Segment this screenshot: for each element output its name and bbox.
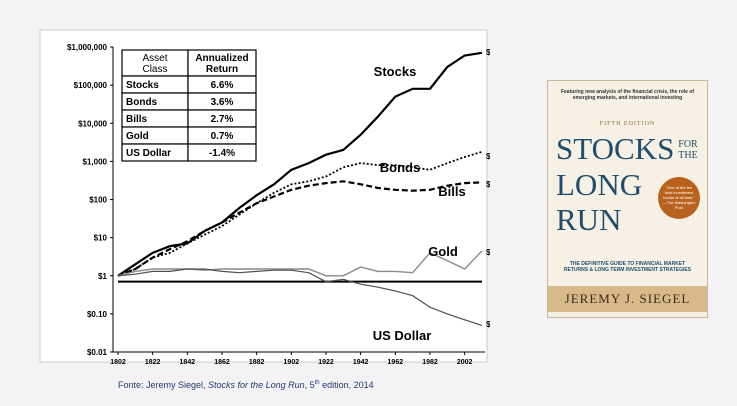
chart: $0.01 $0.10 $1 $10 $100 $1,000 $10,000 $100,000… (39, 29, 490, 366)
source-prefix: Fonte: Jeremy Siegel, (118, 380, 209, 390)
series-line (117, 250, 483, 277)
series-label: Bills (438, 184, 465, 199)
book-title-a: STOCKS (556, 131, 675, 166)
y-tick-label: $0.01 (87, 348, 108, 357)
y-tick-label: $1,000 (83, 157, 108, 166)
end-label: $704,997 (486, 48, 490, 57)
table-cell-text: Bonds (126, 97, 158, 108)
end-label: $0.05 (486, 320, 490, 329)
series-line (117, 268, 483, 326)
x-tick-label: 1882 (249, 359, 265, 366)
table-cell-text: Bills (126, 114, 148, 125)
source-sup: th (314, 380, 320, 386)
source-caption: Fonte: Jeremy Siegel, Stocks for the Lon… (118, 380, 374, 390)
x-tick-label: 1962 (388, 359, 404, 366)
book-title-c: LONG (556, 167, 643, 202)
table-cell-text: 2.7% (211, 114, 234, 125)
table-cell (187, 143, 257, 162)
series-label: Gold (428, 244, 458, 259)
table-header: Annualized Return (195, 53, 248, 75)
x-tick-label: 2002 (457, 359, 473, 366)
book-author: JEREMY J. SIEGEL (548, 286, 707, 312)
source-middle: , 5 (304, 380, 315, 390)
series-line (117, 150, 483, 277)
book-tagline: Featuring new analysis of the financial … (560, 89, 695, 101)
y-tick-label: $10 (94, 234, 108, 243)
x-tick-label: 1842 (180, 359, 196, 366)
table-cell-text: -1.4% (209, 148, 235, 159)
book-edition: FIFTH EDITION (599, 121, 656, 127)
y-tick-label: $100,000 (74, 81, 108, 90)
series-line (117, 180, 483, 277)
end-label: $281 (486, 180, 490, 189)
book-cover: Featuring new analysis of the financial … (547, 80, 708, 318)
chart-panel (39, 29, 488, 363)
table-cell-text: Gold (126, 131, 149, 142)
end-label: $4.52 (486, 248, 490, 257)
y-tick-label: $1,000,000 (67, 43, 108, 52)
table-cell-text: Stocks (126, 80, 159, 91)
series-label: US Dollar (373, 328, 432, 343)
book-badge: "One of the ten best investment books of… (658, 177, 700, 219)
book-title-d: RUN (556, 202, 622, 237)
series-label: Bonds (380, 160, 420, 175)
end-label: $1778 (486, 152, 490, 161)
x-tick-label: 1862 (214, 359, 230, 366)
table-cell-text: US Dollar (126, 148, 171, 159)
book-title-b: FOR THE (678, 139, 698, 161)
source-suffix: edition, 2014 (319, 380, 374, 390)
x-tick-label: 1982 (422, 359, 438, 366)
x-tick-label: 1822 (145, 359, 161, 366)
table-cell-text: 0.7% (211, 131, 234, 142)
x-tick-label: 1802 (110, 359, 126, 366)
y-tick-label: $1 (98, 272, 107, 281)
table-cell (187, 49, 257, 77)
series-label: Stocks (374, 64, 417, 79)
x-tick-label: 1902 (284, 359, 300, 366)
x-tick-label: 1922 (318, 359, 334, 366)
source-title: Stocks for the Long Run (208, 380, 305, 390)
table-cell (121, 49, 189, 77)
y-tick-label: $0.10 (87, 310, 108, 319)
table-header: Asset Class (142, 53, 167, 75)
table-cell-text: 6.6% (211, 80, 234, 91)
y-tick-label: $100 (89, 196, 107, 205)
book-subtitle: THE DEFINITIVE GUIDE TO FINANCIAL MARKET… (563, 261, 692, 273)
table-cell-text: 3.6% (211, 97, 234, 108)
y-tick-label: $10,000 (78, 119, 107, 128)
x-tick-label: 1942 (353, 359, 369, 366)
